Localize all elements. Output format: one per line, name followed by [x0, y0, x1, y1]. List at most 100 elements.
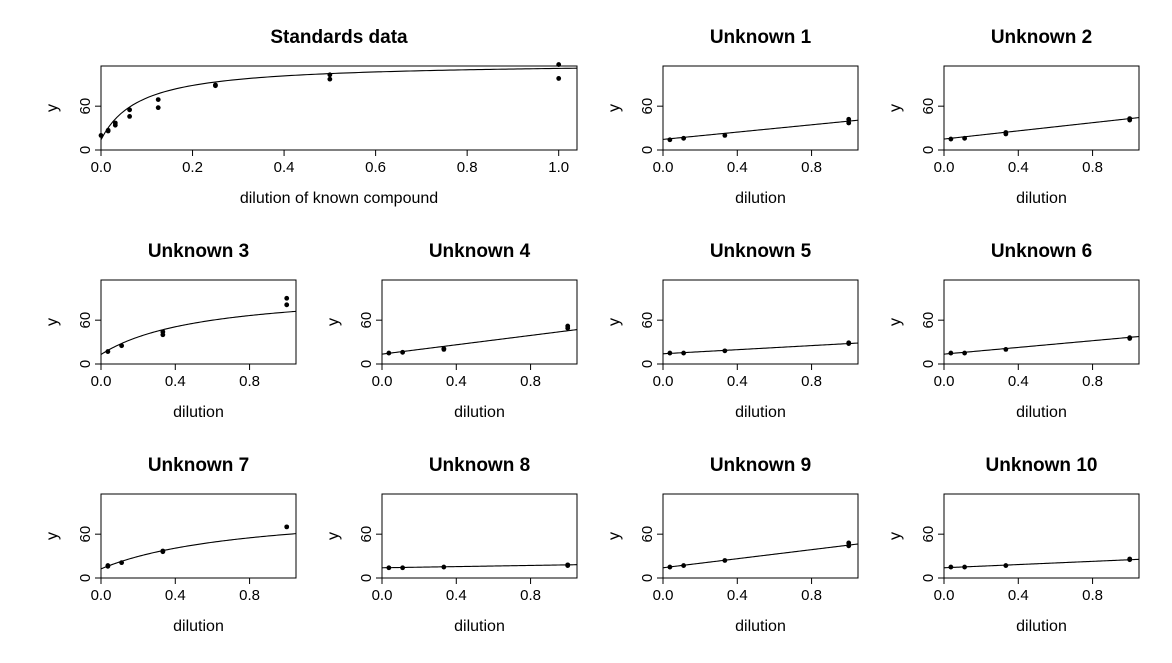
data-point [98, 132, 104, 138]
x-tick-label: 0.4 [727, 159, 748, 176]
data-point [962, 564, 968, 570]
x-axis-label: dilution of known compound [240, 190, 438, 207]
chart-title: Unknown 2 [991, 27, 1092, 48]
fitted-curve [944, 117, 1139, 140]
chart-panel-standards: Standards data 0.0 0.2 0.4 0.6 0.8 1.0 0 60 dilut… [44, 27, 578, 207]
x-tick-label: 0.4 [446, 373, 467, 390]
x-tick-label: 0.6 [365, 159, 386, 176]
data-point [846, 120, 852, 126]
data-point [400, 349, 406, 355]
chart-panel-unknown8: Unknown 8 0.0 0.4 0.8 0 60 dilution y [325, 455, 578, 635]
data-point [441, 346, 447, 352]
chart-panel-unknown1: Unknown 1 0.0 0.4 0.8 0 60 dilution y [606, 27, 859, 207]
x-axis-label: dilution [735, 618, 786, 635]
y-tick-label: 0 [77, 574, 94, 582]
data-point [667, 564, 673, 570]
x-tick-label: 0.0 [653, 587, 674, 604]
fitted-curve [382, 329, 577, 355]
x-tick-label: 0.0 [91, 373, 112, 390]
data-point [681, 135, 687, 141]
x-tick-label: 0.0 [91, 587, 112, 604]
chart-panel-unknown4: Unknown 4 0.0 0.4 0.8 0 60 dilution y [325, 241, 578, 421]
x-tick-label: 0.4 [165, 373, 186, 390]
x-axis-label: dilution [1016, 190, 1067, 207]
y-axis-label: y [606, 104, 623, 112]
x-tick-label: 0.4 [727, 373, 748, 390]
x-axis-label: dilution [454, 404, 505, 421]
chart-panel-unknown7: Unknown 7 0.0 0.4 0.8 0 60 dilution y [44, 455, 297, 635]
x-tick-label: 0.8 [520, 587, 541, 604]
data-point [127, 114, 133, 119]
x-tick-label: 0.8 [520, 373, 541, 390]
fitted-curve [101, 310, 296, 355]
chart-panel-unknown10: Unknown 10 0.0 0.4 0.8 0 60 dilution y [887, 455, 1140, 635]
x-tick-label: 0.0 [934, 159, 955, 176]
y-tick-label: 0 [920, 574, 937, 582]
data-point [948, 350, 954, 356]
fitted-curve [382, 564, 577, 569]
chart-title: Unknown 7 [148, 455, 249, 476]
data-point [105, 563, 111, 568]
chart-panel-unknown6: Unknown 6 0.0 0.4 0.8 0 60 dilution y [887, 241, 1140, 421]
y-axis-label: y [887, 532, 904, 540]
data-point [386, 565, 392, 571]
fitted-curve [944, 335, 1139, 355]
x-axis-label: dilution [1016, 404, 1067, 421]
fitted-curve [944, 558, 1139, 569]
x-axis-label: dilution [173, 618, 224, 635]
y-tick-label: 0 [920, 360, 937, 368]
chart-title: Unknown 5 [710, 241, 812, 262]
y-tick-label: 60 [920, 526, 937, 543]
data-point [1003, 563, 1009, 568]
plot-frame [943, 65, 1140, 151]
chart-title: Unknown 8 [429, 455, 530, 476]
data-point [722, 558, 728, 563]
data-point [441, 564, 447, 570]
chart-panel-unknown5: Unknown 5 0.0 0.4 0.8 0 60 dilution y [606, 241, 859, 421]
x-tick-label: 0.0 [653, 373, 674, 390]
chart-title: Unknown 3 [148, 241, 249, 262]
x-tick-label: 0.8 [1082, 587, 1103, 604]
y-tick-label: 60 [639, 526, 656, 543]
data-point [213, 83, 218, 89]
y-tick-label: 0 [77, 360, 94, 368]
data-point [846, 116, 852, 122]
y-tick-label: 60 [358, 526, 375, 543]
data-point [327, 72, 333, 78]
data-point [155, 97, 161, 102]
data-point [112, 120, 118, 126]
x-tick-label: 1.0 [548, 159, 569, 176]
x-tick-label: 0.4 [1008, 587, 1029, 604]
chart-title: Standards data [270, 27, 408, 48]
y-tick-label: 60 [358, 312, 375, 329]
x-tick-label: 0.0 [934, 587, 955, 604]
y-tick-label: 60 [639, 98, 656, 115]
y-axis-label: y [606, 318, 623, 326]
plot-frame [381, 493, 578, 579]
plot-frame [100, 493, 297, 579]
y-tick-label: 60 [920, 312, 937, 329]
y-tick-label: 0 [358, 360, 375, 368]
x-tick-label: 0.0 [372, 373, 393, 390]
data-point [722, 348, 728, 354]
x-tick-label: 0.2 [182, 159, 203, 176]
x-axis-label: dilution [454, 618, 505, 635]
x-tick-label: 0.8 [239, 587, 260, 604]
data-point [846, 340, 852, 346]
data-point [565, 562, 571, 568]
data-point [1127, 116, 1133, 121]
plot-frame [100, 279, 297, 365]
chart-title: Unknown 9 [710, 455, 811, 476]
x-axis-label: dilution [735, 404, 786, 421]
y-axis-label: y [887, 318, 904, 326]
x-axis-label: dilution [735, 190, 786, 207]
data-point [284, 524, 290, 530]
data-point [119, 343, 125, 349]
fitted-curve [663, 119, 858, 140]
data-point [962, 135, 968, 141]
x-tick-label: 0.4 [1008, 373, 1029, 390]
x-tick-label: 0.0 [372, 587, 393, 604]
chart-panel-unknown2: Unknown 2 0.0 0.4 0.8 0 60 dilution y [887, 27, 1140, 207]
data-point [556, 76, 562, 81]
x-tick-label: 0.0 [934, 373, 955, 390]
